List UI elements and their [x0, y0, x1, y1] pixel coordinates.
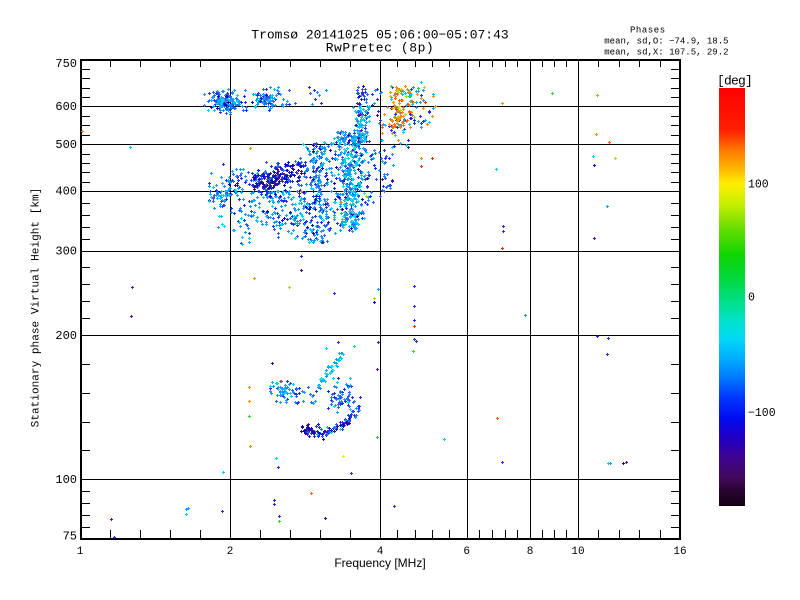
svg-text:Frequency [MHz]: Frequency [MHz] [334, 556, 425, 570]
svg-text:500: 500 [55, 138, 77, 152]
svg-text:400: 400 [55, 185, 77, 199]
svg-text:8: 8 [527, 546, 534, 558]
svg-text:Phases: Phases [630, 25, 666, 35]
svg-text:10: 10 [571, 546, 584, 558]
svg-text:750: 750 [55, 57, 77, 71]
svg-text:75: 75 [63, 530, 77, 544]
svg-text:4: 4 [377, 546, 384, 558]
svg-text:300: 300 [55, 245, 77, 259]
svg-text:mean, sd,X: 107.5, 29.2: mean, sd,X: 107.5, 29.2 [604, 47, 728, 57]
svg-text:0: 0 [748, 292, 755, 305]
svg-text:100: 100 [748, 179, 769, 192]
svg-text:1: 1 [77, 546, 84, 558]
svg-text:[deg]: [deg] [717, 74, 752, 89]
svg-text:600: 600 [55, 100, 77, 114]
svg-text:mean, sd,O: −74.9, 18.5: mean, sd,O: −74.9, 18.5 [604, 36, 728, 46]
svg-text:RwPretec (8p): RwPretec (8p) [326, 41, 435, 56]
svg-text:Tromsø 20141025 05:06:00−05:07: Tromsø 20141025 05:06:00−05:07:43 [251, 28, 508, 43]
svg-text:16: 16 [673, 546, 686, 558]
svg-text:−100: −100 [748, 407, 776, 420]
svg-text:200: 200 [55, 329, 77, 343]
svg-text:6: 6 [463, 546, 470, 558]
svg-text:100: 100 [55, 473, 77, 487]
svg-text:Stationary phase Virtual Heigh: Stationary phase Virtual Height [km] [31, 188, 43, 428]
svg-text:2: 2 [227, 546, 234, 558]
